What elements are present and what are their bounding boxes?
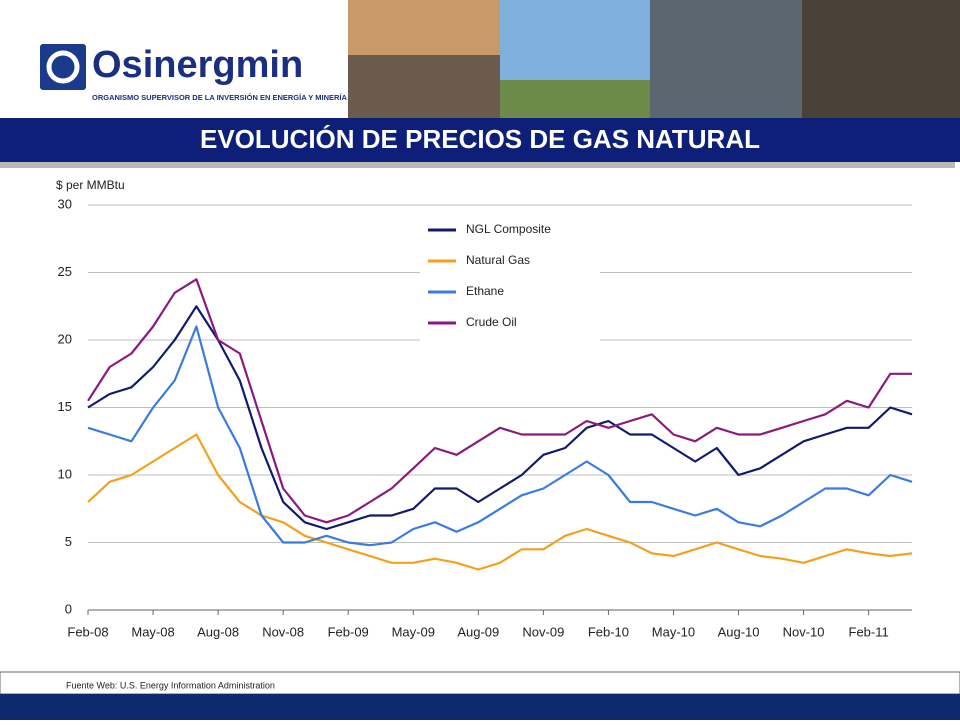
x-tick-label: Aug-08 [197, 624, 239, 639]
y-tick-label: 20 [58, 331, 72, 346]
photo-ground [500, 80, 650, 118]
y-tick-label: 0 [65, 601, 72, 616]
y-tick-label: 5 [65, 534, 72, 549]
legend-label: Crude Oil [466, 315, 517, 329]
x-tick-label: Nov-09 [522, 624, 564, 639]
y-tick-label: 25 [58, 264, 72, 279]
y-tick-label: 10 [58, 466, 72, 481]
legend-box [420, 215, 600, 341]
series-line [87, 325, 913, 547]
series-line [87, 433, 913, 571]
x-tick-label: Feb-09 [328, 624, 369, 639]
x-tick-label: Feb-08 [67, 624, 108, 639]
photo-sky [348, 0, 500, 55]
y-tick-label: 30 [58, 196, 72, 211]
x-tick-label: Feb-11 [849, 624, 889, 639]
photo-mine [802, 0, 960, 118]
series-line [87, 305, 913, 531]
x-tick-label: May-10 [652, 624, 695, 639]
x-tick-label: Aug-10 [718, 624, 760, 639]
y-axis-label: $ per MMBtu [56, 178, 125, 192]
footer-band [0, 694, 960, 720]
slide-title: EVOLUCIÓN DE PRECIOS DE GAS NATURAL [200, 124, 760, 154]
x-tick-label: Nov-10 [783, 624, 825, 639]
x-tick-label: Aug-09 [457, 624, 499, 639]
brand: Osinergmin [92, 44, 303, 86]
legend-label: Ethane [466, 284, 504, 298]
legend-label: Natural Gas [466, 253, 530, 267]
series-line [87, 278, 912, 524]
y-tick-label: 15 [58, 399, 72, 414]
x-tick-label: Nov-08 [262, 624, 304, 639]
x-tick-label: May-08 [131, 624, 174, 639]
photo-pipe [650, 0, 802, 118]
legend-label: NGL Composite [466, 222, 551, 236]
x-tick-label: Feb-10 [588, 624, 629, 639]
source: Fuente Web: U.S. Energy Information Admi… [66, 680, 275, 690]
x-tick-label: May-09 [392, 624, 435, 639]
logo-ring [46, 50, 80, 84]
title-shadow [0, 162, 955, 168]
title-band [0, 118, 960, 162]
tagline: ORGANISMO SUPERVISOR DE LA INVERSIÓN EN … [92, 93, 347, 102]
